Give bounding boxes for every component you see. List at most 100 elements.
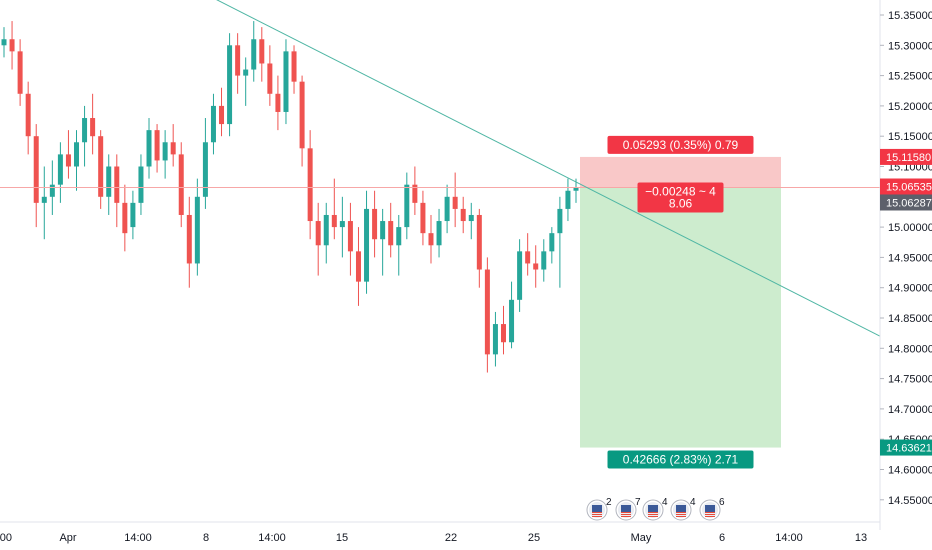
calendar-flag-icon[interactable]: 2 [586, 497, 612, 521]
candle [178, 142, 184, 228]
candle [436, 208, 442, 258]
economic-events-row[interactable]: 2 7 4 4 6 [586, 497, 725, 521]
candle [170, 124, 176, 167]
candle [9, 21, 15, 70]
y-tick-label: 14.90000 [888, 283, 932, 295]
candle [492, 311, 498, 367]
y-tick-label: 15.20000 [888, 101, 932, 113]
candle [98, 130, 104, 209]
candle [114, 154, 120, 228]
candle [1, 27, 7, 58]
candle [355, 227, 361, 306]
candle [331, 178, 337, 240]
candle [500, 305, 506, 355]
center-info-line-1: −0.00248 ~ 4 [645, 184, 716, 198]
y-tick-label: 14.70000 [888, 404, 932, 416]
x-tick-label: Apr [59, 532, 76, 544]
candle [444, 184, 450, 234]
candle [33, 124, 39, 228]
candle [275, 75, 281, 131]
candle [82, 105, 88, 167]
y-tick-label: 14.85000 [888, 313, 932, 325]
svg-text:2: 2 [606, 497, 612, 508]
y-tick-label: 14.60000 [888, 465, 932, 477]
y-tick-label: 14.80000 [888, 343, 932, 355]
candle [106, 154, 112, 215]
candle [364, 190, 370, 294]
svg-text:15.06535: 15.06535 [886, 181, 932, 193]
svg-text:4: 4 [690, 497, 696, 508]
candle [25, 81, 31, 155]
calendar-flag-icon[interactable]: 4 [670, 497, 696, 521]
y-tick-label: 15.15000 [888, 131, 932, 143]
candle [41, 166, 47, 240]
time-axis[interactable]: 00 Apr 14:00 8 14:00 15 22 25 May 6 14:00 13 [0, 521, 880, 544]
candle [476, 208, 482, 288]
candle [428, 214, 434, 264]
x-tick-label: 6 [719, 532, 725, 544]
candle [533, 245, 539, 288]
candle [130, 190, 136, 240]
candle [525, 233, 531, 276]
x-tick-label: 00 [0, 532, 12, 544]
y-tick-label: 15.00000 [888, 222, 932, 234]
candle [283, 39, 289, 125]
take-profit-zone[interactable] [580, 187, 781, 448]
stop-loss-zone[interactable] [580, 156, 781, 188]
calendar-flag-icon[interactable]: 6 [699, 497, 725, 521]
calendar-flag-icon[interactable]: 4 [642, 497, 668, 521]
candle [412, 166, 418, 215]
candle [541, 239, 547, 282]
target-price-label: 14.63621 [880, 439, 932, 456]
target-info-box[interactable]: 0.42666 (2.83%) 2.71 [607, 450, 754, 469]
candle [146, 118, 152, 179]
stop-info-text: 0.05293 (0.35%) 0.79 [623, 138, 739, 152]
candle [243, 57, 249, 106]
y-tick-label: 14.55000 [888, 495, 932, 507]
candle [291, 45, 297, 94]
candle [380, 208, 386, 276]
candle [210, 93, 216, 155]
candle [186, 196, 192, 288]
candle [372, 190, 378, 258]
center-info-line-2: 8.06 [669, 196, 693, 210]
y-tick-label: 15.35000 [888, 10, 932, 22]
candle [259, 27, 265, 82]
trend-line[interactable] [205, 0, 881, 337]
candle [299, 75, 305, 167]
candle [460, 196, 466, 234]
candle [388, 202, 394, 258]
candle [339, 196, 345, 258]
candle [267, 45, 273, 106]
x-tick-label: 15 [336, 532, 348, 544]
candle [122, 184, 128, 252]
candle [154, 124, 160, 173]
calendar-flag-icon[interactable]: 7 [615, 497, 641, 521]
svg-text:15.11580: 15.11580 [886, 152, 931, 164]
x-tick-label: 22 [445, 532, 457, 544]
candle [65, 130, 71, 179]
svg-text:7: 7 [635, 497, 641, 508]
candle [57, 142, 63, 203]
candle [404, 172, 410, 240]
candle [251, 21, 257, 82]
y-tick-label: 15.30000 [888, 40, 932, 52]
x-tick-label: 8 [203, 532, 209, 544]
candle [509, 281, 515, 349]
price-axis[interactable]: 15.35000 15.30000 15.25000 15.20000 15.15000… [879, 0, 932, 530]
candle [138, 154, 144, 215]
center-info-box[interactable]: −0.00248 ~ 4 8.06 [637, 182, 724, 213]
stop-price-label: 15.11580 [880, 148, 932, 165]
stop-info-box[interactable]: 0.05293 (0.35%) 0.79 [607, 135, 754, 154]
target-info-text: 0.42666 (2.83%) 2.71 [623, 453, 739, 467]
candle [565, 178, 571, 222]
x-tick-label: 14:00 [124, 532, 152, 544]
candle [557, 196, 563, 288]
candle [452, 172, 458, 228]
svg-text:15.06287: 15.06287 [886, 197, 932, 209]
candle [194, 178, 200, 276]
candle [549, 227, 555, 264]
x-tick-label: May [631, 532, 652, 544]
entry-price-label: 15.06535 [880, 178, 932, 195]
